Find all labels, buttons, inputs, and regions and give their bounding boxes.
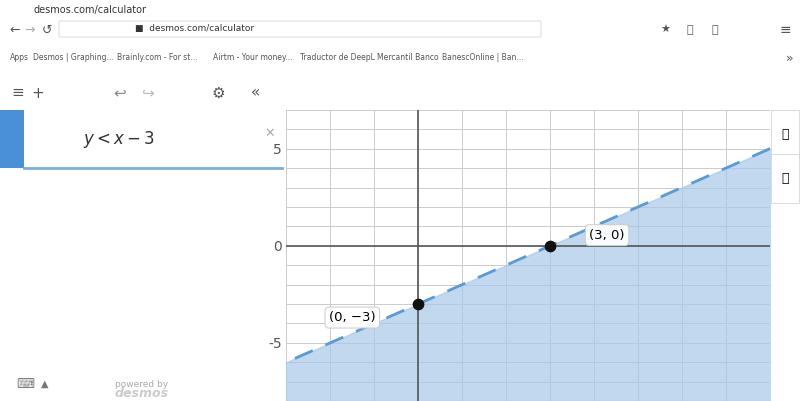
Text: »: » — [786, 51, 794, 65]
FancyBboxPatch shape — [770, 110, 799, 160]
FancyBboxPatch shape — [770, 154, 799, 203]
Text: ⌨: ⌨ — [16, 377, 34, 391]
Text: ↺: ↺ — [42, 24, 52, 36]
Bar — [0, 110, 24, 168]
Text: Traductor de DeepL: Traductor de DeepL — [301, 53, 375, 63]
Text: ≡: ≡ — [12, 85, 24, 101]
Text: ↩: ↩ — [114, 85, 126, 101]
Text: ▲: ▲ — [42, 379, 49, 389]
Text: powered by: powered by — [115, 381, 169, 389]
Text: 👤: 👤 — [712, 25, 718, 35]
Text: ■  desmos.com/calculator: ■ desmos.com/calculator — [135, 24, 254, 34]
Text: Apps: Apps — [10, 53, 29, 63]
Point — [412, 301, 425, 307]
Text: ↪: ↪ — [142, 85, 154, 101]
Text: 🏠: 🏠 — [781, 172, 789, 185]
Text: 🛡: 🛡 — [686, 25, 694, 35]
Text: desmos: desmos — [115, 387, 169, 400]
Text: ←: ← — [10, 24, 20, 36]
Text: «: « — [251, 85, 261, 101]
Point — [543, 243, 556, 249]
Text: Mercantil Banco: Mercantil Banco — [377, 53, 438, 63]
Text: ✕: ✕ — [265, 127, 275, 140]
Text: $y < x - 3$: $y < x - 3$ — [83, 129, 155, 150]
Text: BanescOnline | Ban...: BanescOnline | Ban... — [442, 53, 523, 63]
Text: Brainly.com - For st...: Brainly.com - For st... — [118, 53, 198, 63]
FancyBboxPatch shape — [0, 0, 180, 20]
Text: ⚙: ⚙ — [211, 85, 225, 101]
Text: (0, −3): (0, −3) — [329, 311, 376, 324]
Text: +: + — [32, 85, 44, 101]
Text: 🔧: 🔧 — [781, 128, 789, 141]
Text: ★: ★ — [660, 25, 670, 35]
FancyBboxPatch shape — [59, 21, 541, 37]
Text: desmos.com/calculator: desmos.com/calculator — [34, 5, 146, 15]
Bar — [24, 110, 284, 168]
Text: Airtm - Your money...: Airtm - Your money... — [213, 53, 292, 63]
Text: (3, 0): (3, 0) — [590, 229, 625, 242]
Text: →: → — [25, 24, 35, 36]
Text: ≡: ≡ — [779, 23, 791, 37]
Text: Desmos | Graphing...: Desmos | Graphing... — [34, 53, 114, 63]
